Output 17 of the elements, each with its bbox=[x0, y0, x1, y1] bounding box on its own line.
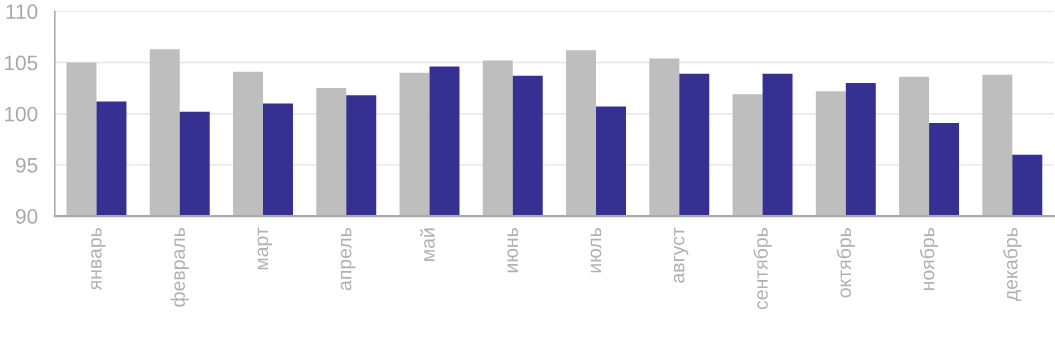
x-tick-label: май bbox=[420, 228, 435, 261]
x-tick-label: июнь bbox=[507, 228, 518, 273]
x-tick-label: ноябрь bbox=[919, 228, 939, 291]
x-tick-label: октябрь bbox=[836, 228, 855, 298]
x-tick-label: сентябрь bbox=[753, 228, 772, 310]
x-tick-label: январь bbox=[91, 227, 106, 291]
x-tick-label: июль bbox=[590, 228, 602, 273]
x-tick-label: март bbox=[257, 227, 273, 270]
x-tick-label: август bbox=[673, 227, 689, 283]
x-tick-label: апрель bbox=[340, 227, 356, 291]
y-tick-label: 100 bbox=[5, 106, 38, 122]
x-tick-label: декабрь bbox=[1003, 227, 1022, 301]
y-tick-label: 105 bbox=[5, 55, 38, 71]
y-tick-label: 90 bbox=[16, 209, 38, 224]
y-tick-label: 110 bbox=[6, 4, 38, 20]
y-tick-label: 95 bbox=[16, 157, 38, 173]
x-tick-label: февраль bbox=[170, 227, 189, 307]
